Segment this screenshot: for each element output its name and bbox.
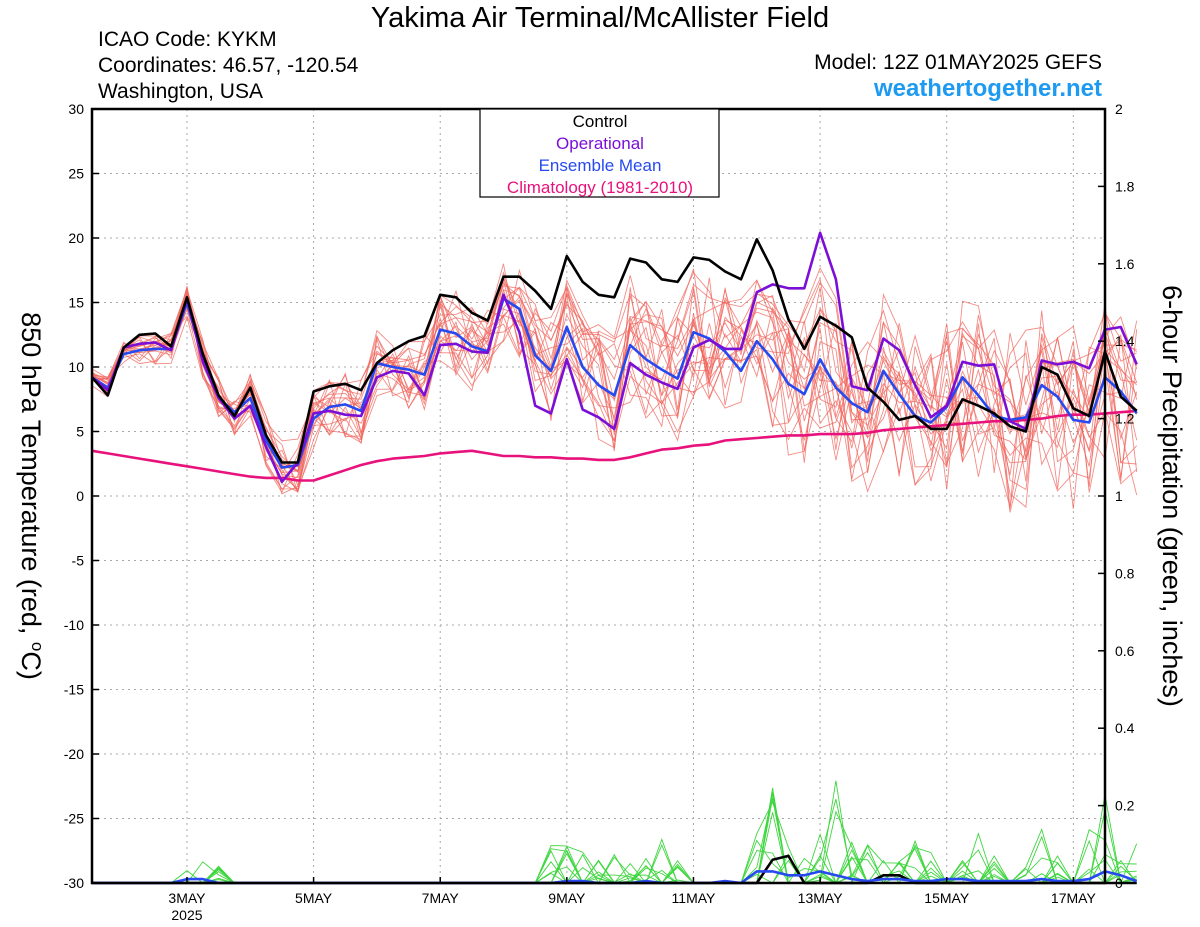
ensemble-member-line [91, 277, 1138, 469]
precip-member-line [92, 839, 1137, 884]
y-tick-label: 25 [68, 166, 84, 182]
y-tick-label: 30 [68, 101, 84, 117]
x-tick-label: 3MAY [168, 890, 206, 906]
legend-entry: Climatology (1981-2010) [507, 178, 693, 197]
y2-tick-label: 0.8 [1115, 565, 1135, 581]
y2-tick-label: 1.6 [1115, 256, 1135, 272]
y-tick-label: -20 [64, 746, 84, 762]
chart-title: Yakima Air Terminal/McAllister Field [370, 2, 830, 34]
region: Washington, USA [98, 80, 263, 103]
legend-entry: Control [573, 112, 628, 131]
ensemble-mean-precip-line [92, 870, 1138, 885]
y2-tick-label: 2 [1115, 101, 1123, 117]
y2-tick-label: 0 [1115, 875, 1123, 891]
y2-axis-label: 6-hour Precipitation (green, inches) [1157, 285, 1187, 707]
y2-tick-label: 1.2 [1115, 411, 1135, 427]
ensemble-member-line [91, 279, 1138, 487]
x-tick-label: 13MAY [798, 890, 844, 906]
grid [92, 109, 1105, 883]
y-tick-label: 10 [68, 359, 84, 375]
y2-tick-label: 1.4 [1115, 333, 1135, 349]
model-run: Model: 12Z 01MAY2025 GEFS [814, 51, 1102, 74]
y2-tick-label: 0.6 [1115, 643, 1135, 659]
precip-member-line [92, 801, 1137, 885]
precip-member-line [92, 797, 1138, 884]
legend-entry: Ensemble Mean [539, 156, 662, 175]
ensemble-member-line [91, 279, 1138, 493]
ensemble-mean-line [91, 297, 1138, 469]
x-tick-label: 15MAY [924, 890, 970, 906]
y-tick-label: -25 [64, 811, 84, 827]
y-tick-label: 15 [68, 295, 84, 311]
control-line [91, 238, 1138, 464]
y-tick-label: 20 [68, 230, 84, 246]
control-precip-line [92, 854, 1137, 885]
precip-member-line [92, 787, 1137, 884]
legend-entry: Operational [556, 134, 644, 153]
x-tick-label: 7MAY [422, 890, 460, 906]
x-tick-label: 11MAY [672, 890, 716, 906]
legend-box [479, 108, 720, 198]
precip-member-line [92, 780, 1137, 885]
y-tick-label: -15 [64, 682, 84, 698]
y-tick-label: -30 [64, 875, 84, 891]
operational-line [91, 231, 1138, 484]
x-tick-label: 5MAY [295, 890, 333, 906]
y-tick-label: -5 [72, 553, 85, 569]
legend: Control Operational Ensemble Mean Climatolo… [479, 108, 720, 198]
ensemble-member-line [91, 291, 1138, 482]
precip-member-line [92, 832, 1138, 884]
series-lines [91, 231, 1138, 885]
x-tick-label: 9MAY [548, 890, 586, 906]
site-link[interactable]: weathertogether.net [873, 75, 1102, 102]
y-tick-label: -10 [64, 617, 84, 633]
coordinates: Coordinates: 46.57, -120.54 [98, 54, 359, 77]
y2-tick-label: 0.2 [1115, 798, 1135, 814]
ensemble-member-line [91, 274, 1137, 476]
y2-tick-label: 1.8 [1115, 178, 1135, 194]
precip-member-line [92, 844, 1137, 884]
x-tick-sublabel: 2025 [171, 907, 202, 923]
y2-tick-label: 0.4 [1115, 720, 1135, 736]
axis-ticks: 302520151050-5-10-15-20-25-3021.81.61.41… [64, 101, 1135, 923]
y-axis-label: 850 hPa Temperature (red, oC) [16, 312, 47, 680]
precip-member-lines [92, 780, 1138, 885]
y-tick-label: 5 [76, 424, 84, 440]
y2-tick-label: 1 [1115, 488, 1123, 504]
y-tick-label: 0 [76, 488, 84, 504]
x-tick-label: 17MAY [1051, 890, 1097, 906]
icao-code: ICAO Code: KYKM [98, 28, 277, 51]
climatology-line [91, 409, 1137, 482]
